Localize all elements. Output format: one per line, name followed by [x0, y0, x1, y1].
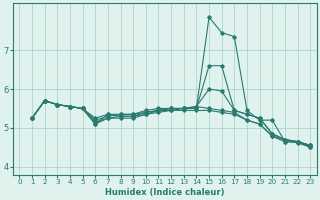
- X-axis label: Humidex (Indice chaleur): Humidex (Indice chaleur): [105, 188, 225, 197]
